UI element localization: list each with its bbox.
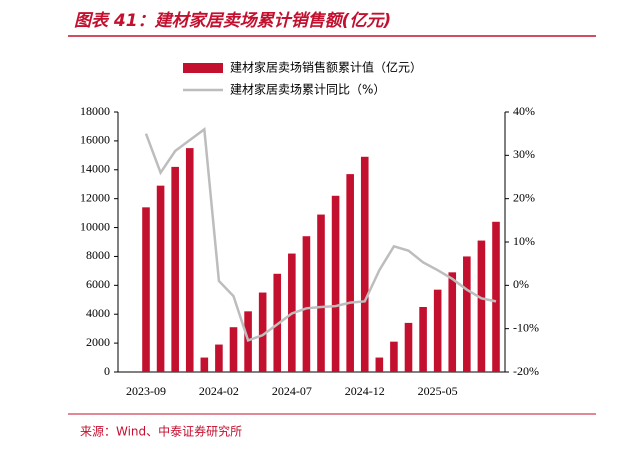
- source: 来源：Wind、中泰证券研究所: [80, 424, 242, 439]
- y2-tick-label: -20%: [513, 364, 539, 378]
- y2-tick-label: 40%: [513, 104, 535, 118]
- bar: [463, 256, 471, 372]
- x-tick-label: 2024-12: [345, 384, 385, 398]
- bar: [142, 207, 150, 372]
- bar: [171, 166, 179, 372]
- x-tick-label: 2024-07: [272, 384, 312, 398]
- bar: [419, 307, 427, 372]
- y-tick-label: 4000: [86, 306, 110, 320]
- bar: [215, 344, 223, 372]
- bar: [302, 236, 311, 372]
- x-tick-label: 2025-05: [418, 384, 458, 398]
- y2-tick-label: 20%: [513, 190, 535, 204]
- y2-tick-label: -10%: [513, 320, 539, 334]
- bar: [492, 221, 500, 372]
- y-tick-label: 2000: [86, 335, 110, 349]
- y2-tick-label: 0%: [513, 277, 529, 291]
- bar: [331, 195, 340, 372]
- y-tick-label: 10000: [80, 219, 110, 233]
- x-tick-label: 2023-09: [126, 384, 166, 398]
- bar: [390, 341, 398, 372]
- bar: [404, 322, 413, 372]
- y-tick-label: 6000: [86, 277, 110, 291]
- y-tick-label: 16000: [80, 133, 110, 147]
- bar: [375, 357, 384, 372]
- bar: [448, 272, 457, 372]
- bar: [185, 148, 194, 372]
- bar: [433, 289, 442, 372]
- chart-title: 图表 41：建材家居卖场累计销售额(亿元): [74, 11, 391, 31]
- legend-swatch: [183, 63, 223, 73]
- line: [144, 127, 497, 342]
- bar: [360, 156, 369, 372]
- x-tick-label: 2024-02: [199, 384, 239, 398]
- y-tick-label: 14000: [80, 162, 110, 176]
- bar: [317, 214, 325, 372]
- y-tick-label: 18000: [80, 104, 110, 118]
- y-tick-label: 8000: [86, 248, 110, 262]
- bar: [477, 240, 486, 372]
- bar: [346, 174, 354, 372]
- bar: [229, 327, 238, 372]
- legend-label: 建材家居卖场累计同比（%）: [230, 82, 385, 97]
- bar: [200, 357, 209, 372]
- bar: [258, 292, 267, 372]
- y-tick-label: 12000: [80, 190, 110, 204]
- y2-tick-label: 10%: [513, 234, 535, 248]
- legend-label: 建材家居卖场销售额累计值（亿元）: [230, 60, 422, 75]
- bar: [156, 185, 165, 372]
- y-tick-label: 0: [104, 364, 110, 378]
- y2-tick-label: 30%: [513, 147, 535, 161]
